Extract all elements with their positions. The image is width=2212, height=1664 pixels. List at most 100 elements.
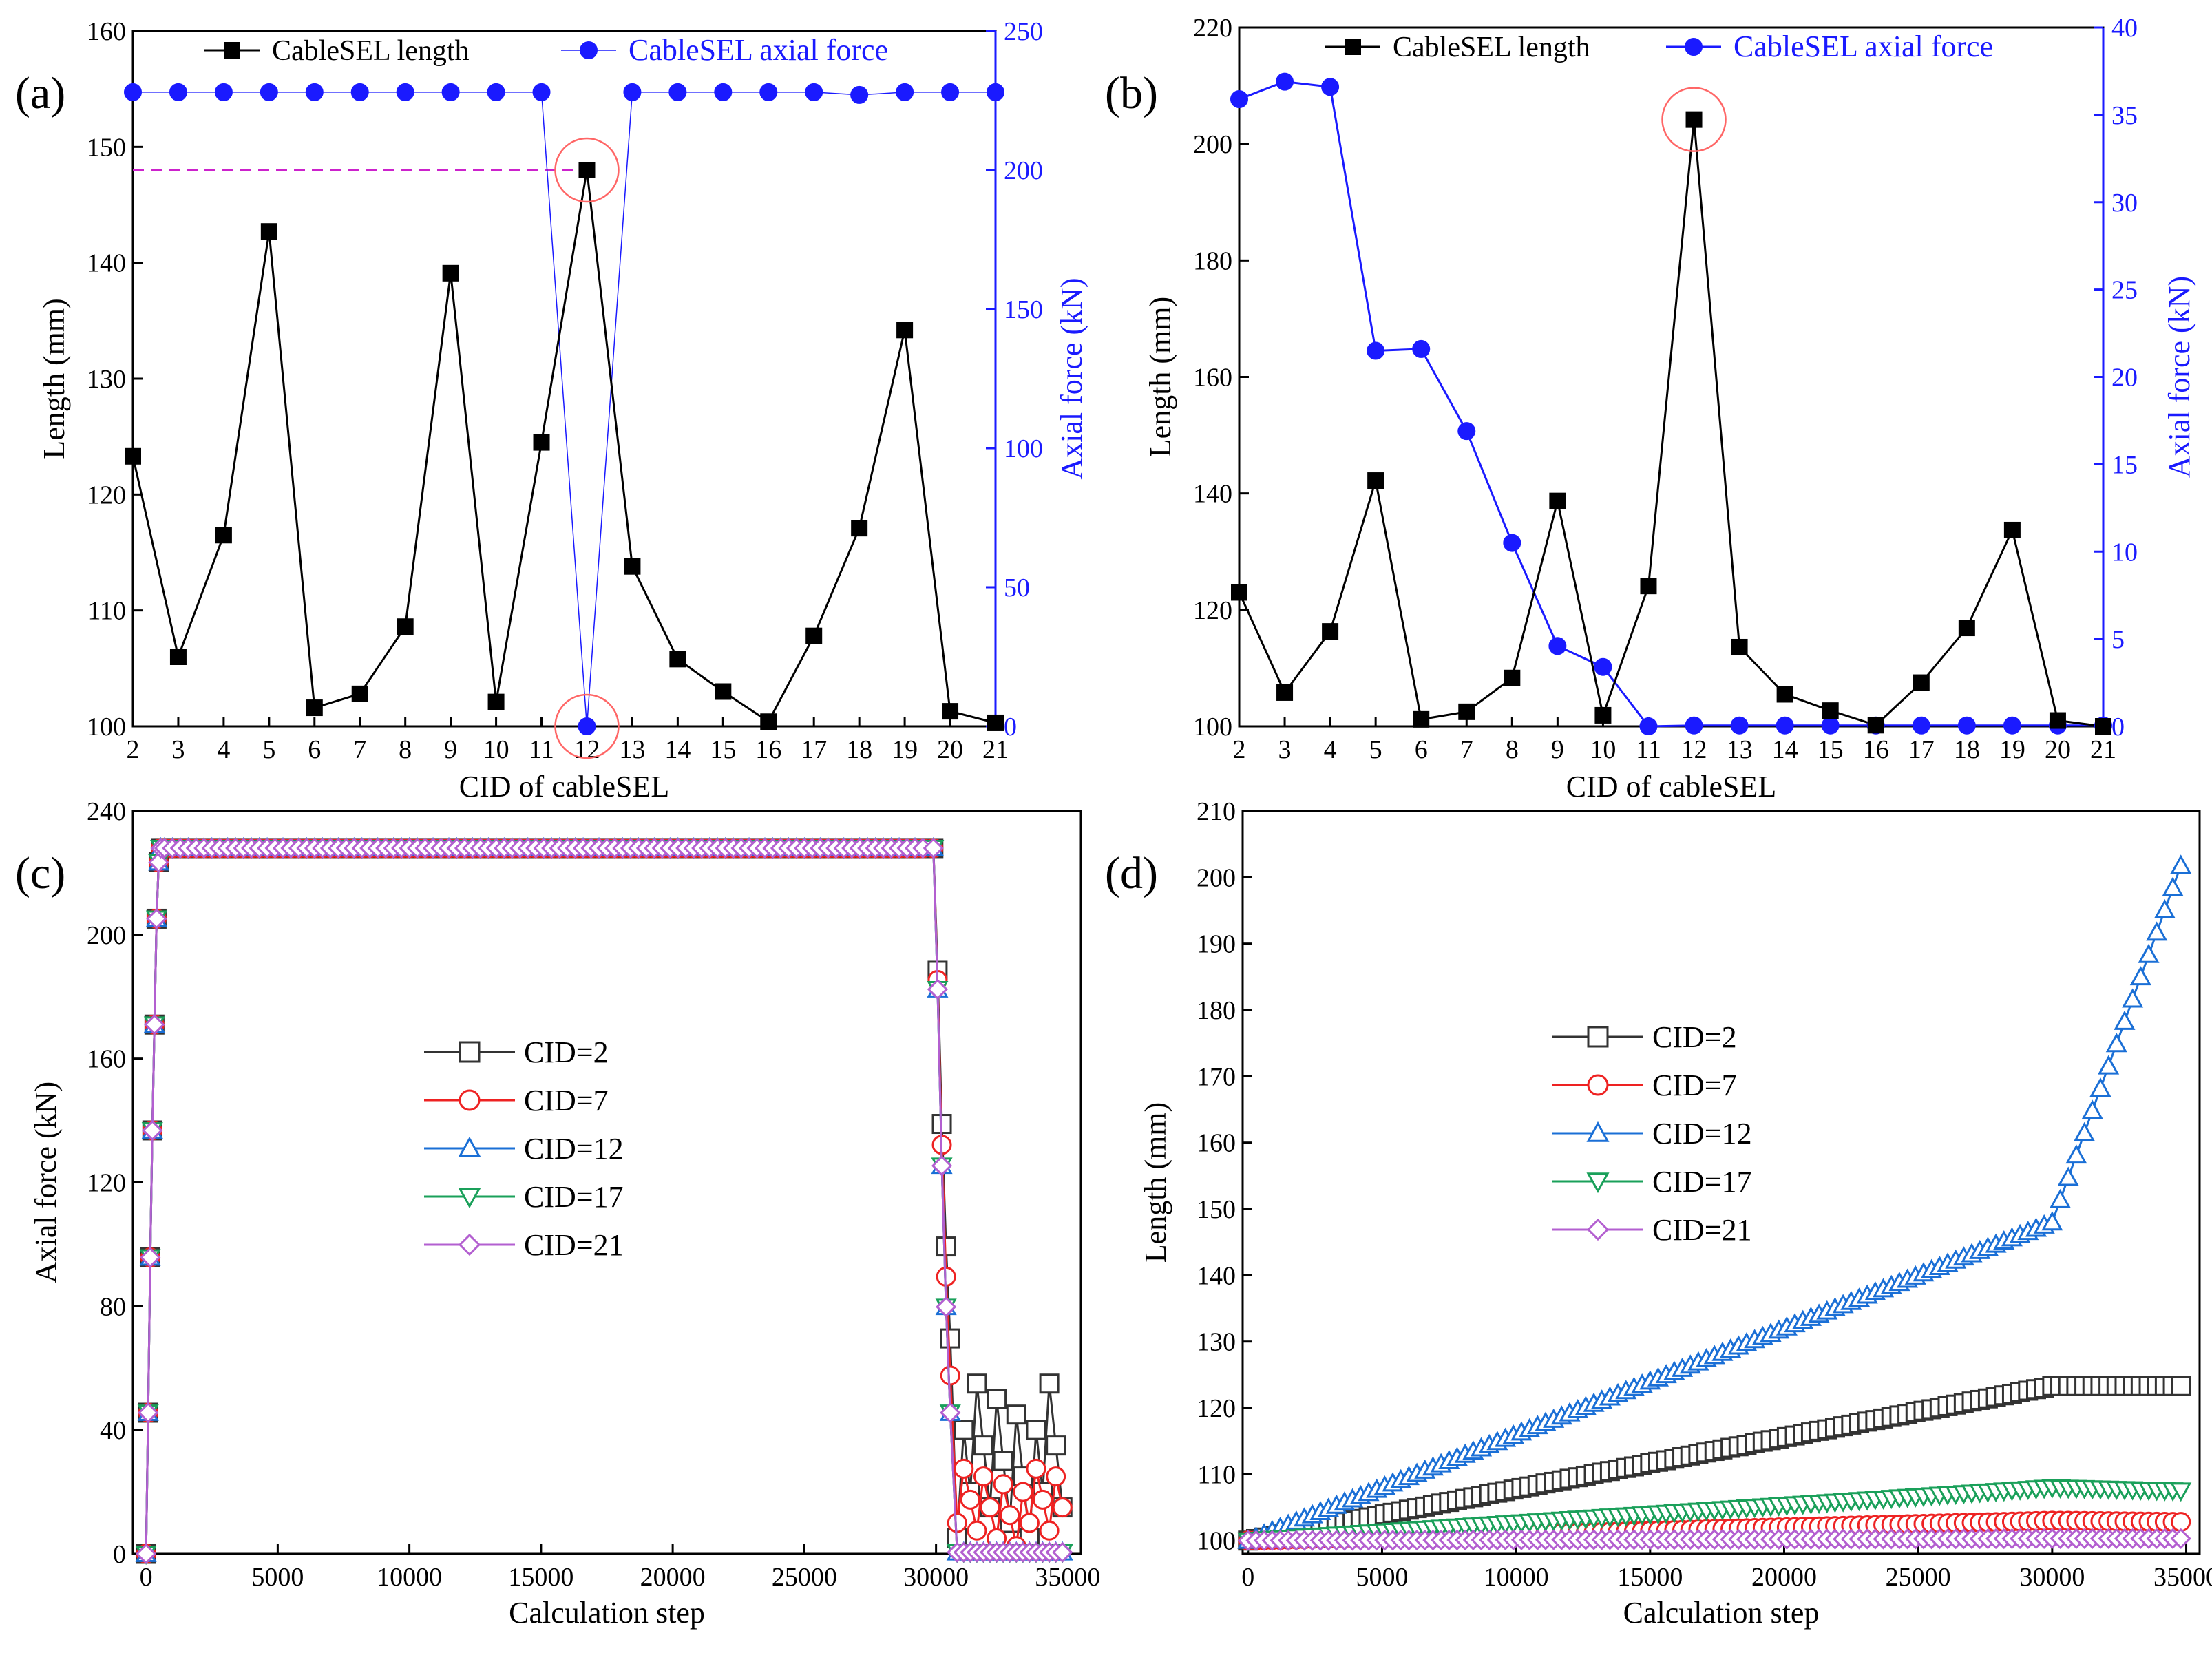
point-cid-7 <box>993 1474 1013 1495</box>
legend-label: CID=17 <box>1652 1165 1752 1199</box>
point-length <box>1776 686 1793 703</box>
point-length <box>397 618 414 635</box>
x-axis-tick-label: 5 <box>262 735 275 764</box>
point-cid-12 <box>2041 1211 2063 1231</box>
y-axis-tick-label: 120 <box>1193 596 1232 625</box>
point-length <box>306 699 323 717</box>
highlight-circle <box>554 137 620 203</box>
x-axis-tick-label: 5 <box>1369 735 1382 764</box>
point-cid-7 <box>1039 1520 1060 1541</box>
point-axial-force <box>350 83 369 101</box>
x-axis-tick-label: 35000 <box>1035 1563 1100 1592</box>
point-length <box>215 527 232 544</box>
x-axis-tick-label: 20 <box>937 735 963 764</box>
y-axis-tick-label: 110 <box>1197 1460 1236 1489</box>
point-cid-21 <box>936 1296 957 1318</box>
point-cid-7 <box>954 1458 974 1479</box>
point-cid-21 <box>940 1402 961 1424</box>
legend-label: CID=21 <box>524 1228 624 1262</box>
x-axis-tick-label: 9 <box>1551 735 1564 764</box>
point-cid-12 <box>2122 988 2144 1008</box>
x-axis-tick-label: 3 <box>171 735 185 764</box>
point-cid-2 <box>2171 1376 2191 1396</box>
y-axis-tick-label: 220 <box>1193 14 1232 43</box>
panel-label: (d) <box>1105 848 1158 898</box>
legend-label: CID=12 <box>524 1132 624 1166</box>
point-axial-force <box>1321 78 1340 96</box>
point-cid-12 <box>2049 1188 2072 1208</box>
point-cid-7 <box>1052 1497 1073 1518</box>
legend-label: CID=17 <box>524 1180 624 1214</box>
y2-axis-tick-label: 5 <box>2111 625 2125 654</box>
point-cid-2 <box>1039 1373 1060 1394</box>
panel-a: 100 110 120 130 140 150 160 0 50 100 150 200 250 2 3 4 5… <box>15 17 1088 803</box>
point-axial-force <box>896 83 914 101</box>
point-cid-17 <box>2170 1482 2192 1502</box>
y-axis-tick-label: 100 <box>1197 1527 1236 1556</box>
point-axial-force <box>214 83 233 101</box>
plot-frame <box>131 30 997 728</box>
point-length <box>1276 684 1294 701</box>
y-axis-label: Axial force (kN) <box>29 1082 63 1283</box>
x-axis-tick-label: 10000 <box>377 1563 442 1592</box>
point-axial-force <box>2003 716 2021 735</box>
y2-axis-tick-label: 25 <box>2111 276 2138 305</box>
x-axis-tick-label: 10000 <box>1484 1563 1549 1592</box>
x-axis-tick-label: 0 <box>140 1563 153 1592</box>
y-axis-tick-label: 140 <box>87 249 126 278</box>
point-length <box>1367 472 1384 489</box>
legend-marker <box>458 1188 481 1209</box>
y-axis-tick-label: 200 <box>1193 130 1232 159</box>
y-axis-tick-label: 190 <box>1197 930 1236 959</box>
y2-axis-tick-label: 35 <box>2111 101 2138 130</box>
y-axis-tick-label: 150 <box>1197 1195 1236 1224</box>
point-length <box>942 703 959 720</box>
x-axis-tick-label: 15 <box>710 735 736 764</box>
point-cid-12 <box>2081 1099 2103 1119</box>
point-cid-12 <box>2089 1077 2111 1097</box>
point-cid-12 <box>2114 1010 2136 1030</box>
y-axis-tick-label: 0 <box>113 1540 126 1569</box>
point-axial-force <box>1821 716 1840 735</box>
y2-axis-label: Axial force (kN) <box>2162 276 2196 478</box>
x-axis-tick-label: 35000 <box>2153 1563 2212 1592</box>
point-axial-force <box>759 83 778 101</box>
point-length <box>1549 492 1566 509</box>
y2-axis-tick-label: 0 <box>1004 713 1017 741</box>
point-cid-12 <box>2074 1121 2096 1141</box>
y2-axis-label: Axial force (kN) <box>1055 277 1088 479</box>
legend-marker <box>458 1233 481 1256</box>
point-cid-12 <box>2138 943 2160 963</box>
legend-label: CID=7 <box>1652 1068 1737 1102</box>
x-axis-tick-label: 7 <box>1460 735 1473 764</box>
x-axis-tick-label: 14 <box>664 735 691 764</box>
x-axis-tick-label: 18 <box>1954 735 1980 764</box>
point-cid-12 <box>2170 854 2192 874</box>
y-axis-tick-label: 170 <box>1197 1062 1236 1091</box>
point-axial-force <box>714 83 733 101</box>
point-length <box>487 693 505 710</box>
point-length <box>1231 584 1247 601</box>
point-axial-force <box>987 83 1004 101</box>
point-length <box>2049 712 2066 729</box>
point-cid-21 <box>927 978 949 1000</box>
point-cid-2 <box>993 1451 1013 1471</box>
point-length <box>351 685 368 702</box>
point-cid-12 <box>2153 899 2176 919</box>
x-axis-tick-label: 21 <box>2090 735 2116 764</box>
y-axis-tick-label: 200 <box>1197 863 1236 892</box>
point-cid-7 <box>1013 1482 1033 1502</box>
point-cid-21 <box>146 908 167 929</box>
point-length <box>1458 703 1475 720</box>
x-axis-tick-label: 21 <box>982 735 1009 764</box>
x-axis-tick-label: 8 <box>1506 735 1519 764</box>
point-axial-force <box>260 83 278 101</box>
legend-marker <box>458 1136 481 1157</box>
highlight-circle <box>554 693 620 759</box>
point-length <box>669 651 686 668</box>
x-axis-tick-label: 4 <box>1324 735 1337 764</box>
x-axis-tick-label: 11 <box>1636 735 1661 764</box>
y2-axis-tick-label: 0 <box>2111 713 2125 741</box>
legend-label: CID=2 <box>1652 1020 1737 1054</box>
